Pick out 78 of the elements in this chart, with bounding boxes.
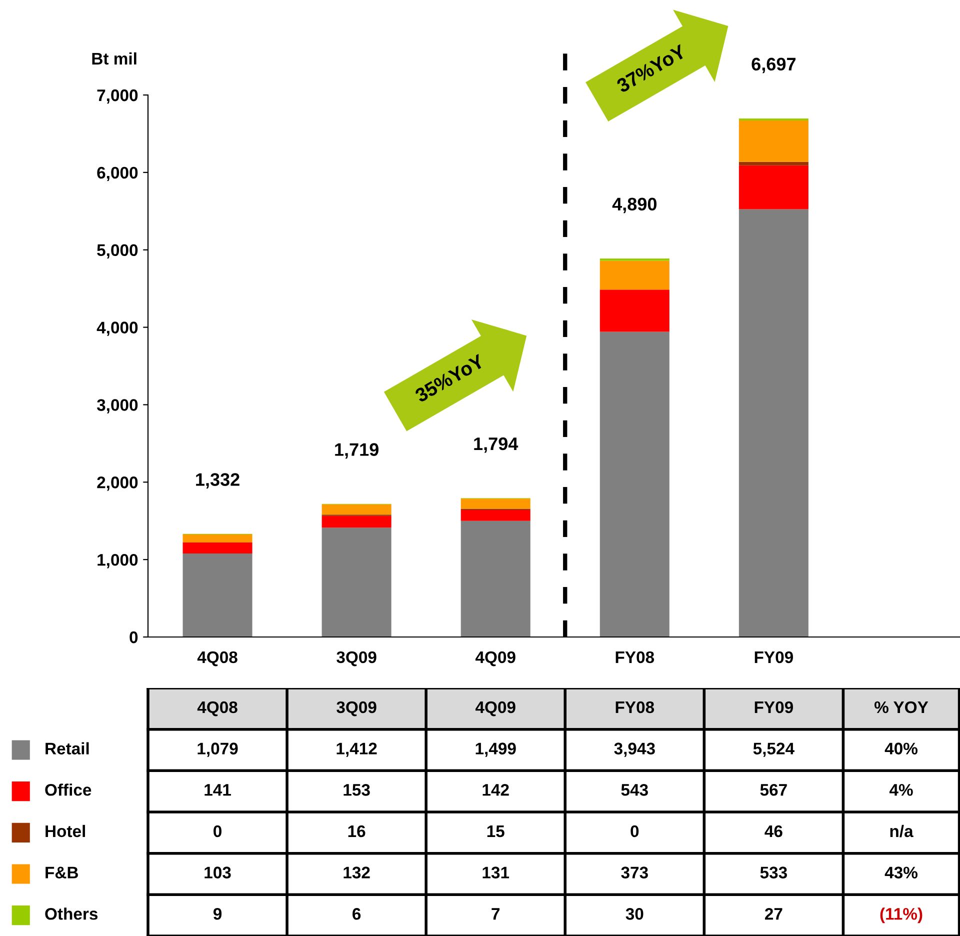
- text: 40%: [884, 742, 918, 754]
- bar: [738, 118, 808, 121]
- total-label: 4,890: [612, 198, 656, 214]
- data-label: 16: [348, 825, 366, 838]
- bar: [460, 520, 530, 637]
- total-label: 1,794: [474, 437, 518, 453]
- bar: [460, 510, 530, 521]
- data-label: 7: [492, 908, 500, 920]
- bar: [322, 528, 392, 637]
- text: n/a: [890, 824, 914, 838]
- bar: [738, 209, 808, 637]
- data-label: 533: [760, 866, 787, 878]
- data-label: 30: [626, 908, 644, 920]
- text: 4%: [889, 784, 913, 796]
- bar: [600, 258, 670, 261]
- y-tick-label: 7,000: [97, 89, 138, 104]
- data-label: 1,499: [476, 742, 516, 757]
- data-label: 141: [204, 784, 231, 796]
- data-label: 0: [630, 825, 639, 838]
- data-label: 1,412: [336, 742, 377, 757]
- bar: [600, 260, 670, 290]
- total-label: 6,697: [752, 58, 796, 74]
- legend-label: F&B: [46, 866, 78, 878]
- data-label: 567: [760, 784, 787, 796]
- category-label: FY09: [754, 701, 793, 714]
- bar: [600, 332, 670, 637]
- y-tick-label: 0: [130, 631, 138, 644]
- legend-label: Office: [45, 784, 92, 796]
- data-label: 9: [213, 908, 222, 920]
- data-label: 373: [621, 866, 648, 878]
- data-label: 543: [621, 784, 648, 796]
- category-label: 4Q08: [197, 701, 238, 716]
- bar: [460, 498, 530, 509]
- x-tick-label: 4Q09: [475, 651, 516, 666]
- bar: [738, 165, 808, 210]
- data-label: 5,524: [753, 742, 794, 757]
- bar: [182, 553, 252, 637]
- bar: [738, 120, 808, 162]
- y-axis-title: Bt mil: [92, 52, 136, 65]
- data-label: 103: [204, 866, 231, 878]
- data-label: 27: [764, 908, 782, 920]
- legend-label: Hotel: [46, 824, 85, 838]
- data-label: 15: [487, 826, 504, 838]
- data-label: 0: [214, 825, 222, 838]
- total-label: 1,332: [196, 473, 240, 489]
- data-label: 132: [344, 866, 370, 878]
- bar: [322, 516, 392, 528]
- data-label: 3,943: [614, 742, 655, 757]
- y-tick-label: 3,000: [96, 399, 138, 414]
- y-tick-label: 4,000: [96, 322, 138, 336]
- text: (11%): [880, 908, 922, 924]
- data-label: 153: [344, 784, 370, 796]
- legend-label: Others: [45, 908, 98, 920]
- text: 43%: [884, 866, 918, 878]
- x-tick-label: FY08: [616, 651, 654, 664]
- bar: [322, 504, 392, 515]
- y-tick-label: 2,000: [97, 476, 138, 491]
- data-label: 1,079: [198, 742, 238, 757]
- bar: [600, 290, 670, 332]
- text: % YOY: [874, 701, 928, 714]
- x-tick-label: 4Q08: [197, 651, 238, 666]
- data-label: 142: [482, 784, 509, 796]
- y-tick-label: 1,000: [98, 554, 138, 568]
- y-tick-label: 5,000: [97, 244, 138, 258]
- bar: [182, 534, 252, 543]
- total-label: 1,719: [335, 443, 378, 459]
- data-label: 131: [482, 866, 510, 878]
- category-label: 3Q09: [336, 701, 376, 716]
- data-label: 46: [764, 825, 782, 838]
- y-tick-label: 6,000: [97, 166, 138, 182]
- legend-label: Retail: [46, 742, 89, 754]
- category-label: 4Q09: [475, 701, 516, 716]
- bar: [182, 542, 252, 554]
- x-tick-label: 3Q09: [336, 651, 376, 666]
- data-label: 6: [352, 908, 361, 920]
- x-tick-label: FY09: [754, 651, 793, 664]
- category-label: FY08: [616, 701, 654, 714]
- bar: [738, 162, 808, 166]
